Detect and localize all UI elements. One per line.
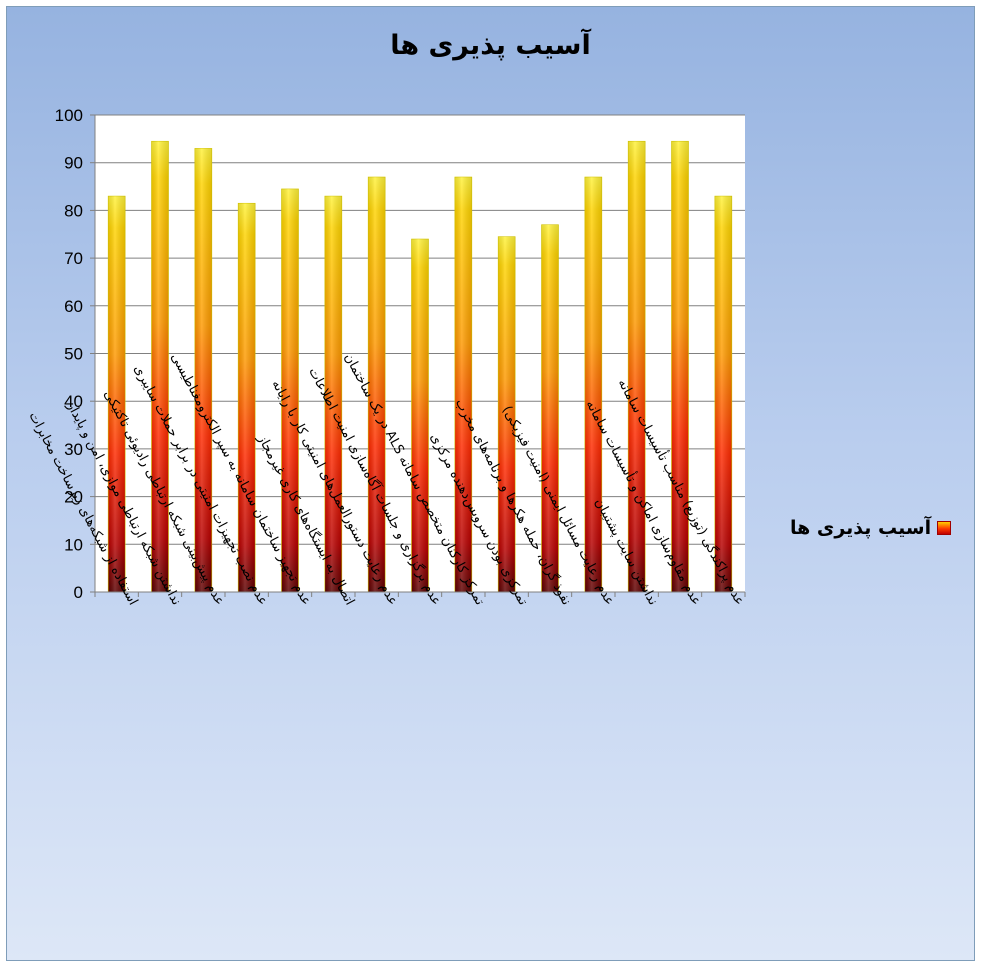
bar-shading bbox=[671, 141, 689, 593]
bar-shading bbox=[411, 239, 429, 592]
legend-swatch bbox=[937, 521, 952, 535]
y-tick-label: 10 bbox=[64, 535, 83, 554]
y-tick-label: 60 bbox=[64, 297, 83, 316]
chart-title: آسیب پذیری ها bbox=[390, 30, 591, 61]
y-tick-label: 80 bbox=[64, 201, 83, 220]
bar-shading bbox=[714, 196, 732, 592]
bar-shading bbox=[194, 148, 212, 592]
bar-shading bbox=[541, 224, 559, 592]
bar-shading bbox=[108, 196, 126, 592]
bar-shading bbox=[368, 177, 386, 592]
y-tick-label: 0 bbox=[74, 583, 83, 602]
y-tick-label: 70 bbox=[64, 249, 83, 268]
y-tick-label: 100 bbox=[55, 106, 83, 125]
bar-shading bbox=[584, 177, 602, 592]
bar-shading bbox=[281, 188, 299, 592]
y-tick-label: 20 bbox=[64, 488, 83, 507]
bar-shading bbox=[498, 236, 516, 592]
bar-shading bbox=[238, 203, 256, 592]
y-tick-label: 40 bbox=[64, 392, 83, 411]
bar-shading bbox=[628, 141, 646, 593]
bar-shading bbox=[454, 177, 472, 592]
y-tick-label: 50 bbox=[64, 345, 83, 364]
legend: آسیب پذیری ها bbox=[790, 517, 952, 539]
bar-shading bbox=[324, 196, 342, 592]
y-tick-label: 90 bbox=[64, 154, 83, 173]
bar-shading bbox=[151, 141, 169, 593]
legend-label: آسیب پذیری ها bbox=[790, 517, 932, 539]
y-tick-label: 30 bbox=[64, 440, 83, 459]
